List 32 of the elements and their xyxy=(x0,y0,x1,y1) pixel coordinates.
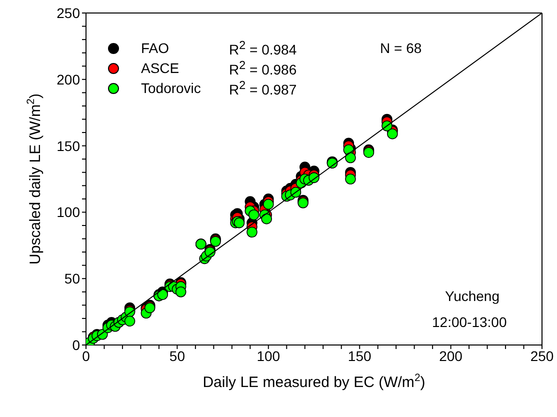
annotation: N = 68 xyxy=(380,40,422,56)
annotation: R$^{2}$ = 0.984 xyxy=(229,38,297,58)
legend-label: Todorovic xyxy=(141,80,202,96)
point xyxy=(261,213,272,224)
legend-label: FAO xyxy=(141,40,170,56)
x-tick-label: 0 xyxy=(82,348,90,364)
x-tick-label: 250 xyxy=(530,348,554,364)
annotation: R$^{2}$ = 0.986 xyxy=(229,58,297,78)
y-tick-label: 150 xyxy=(56,138,80,154)
x-axis-title: Daily LE measured by EC (W/m$^{2}$) xyxy=(202,372,426,391)
y-tick-label: 200 xyxy=(56,71,80,88)
point xyxy=(345,174,356,184)
annotation: Yucheng xyxy=(445,288,500,304)
point xyxy=(248,209,260,220)
y-tick-label: 0 xyxy=(72,336,80,353)
annotation: 12:00-13:00 xyxy=(432,314,507,330)
x-tick-label: 100 xyxy=(256,348,280,364)
point xyxy=(175,286,186,298)
legend-label: ASCE xyxy=(141,60,180,76)
x-tick-label: 50 xyxy=(169,348,186,364)
x-tick-label: 150 xyxy=(348,348,372,364)
y-tick-label: 250 xyxy=(56,4,80,21)
y-tick-label: 100 xyxy=(56,204,80,220)
point xyxy=(387,128,398,140)
point xyxy=(124,316,136,326)
y-tick-label: 50 xyxy=(64,270,80,287)
point xyxy=(263,198,274,210)
point xyxy=(345,152,356,164)
point xyxy=(157,289,168,300)
point xyxy=(246,226,258,238)
annotation: R$^{2}$ = 0.987 xyxy=(229,78,297,98)
x-tick-label: 200 xyxy=(439,348,463,364)
